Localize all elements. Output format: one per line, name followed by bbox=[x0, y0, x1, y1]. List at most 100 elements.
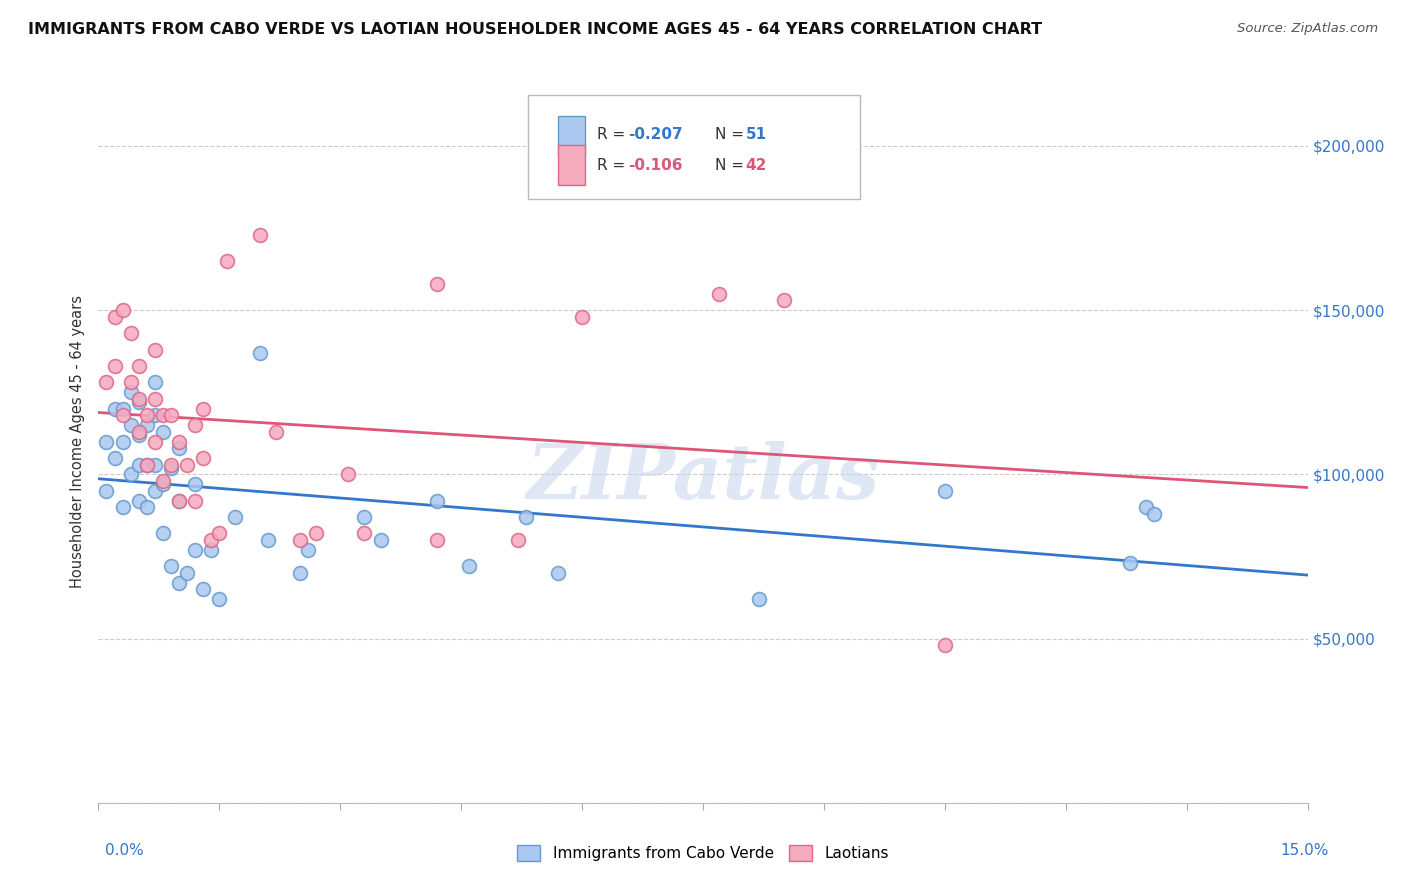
Point bbox=[184, 418, 207, 433]
Point bbox=[426, 533, 449, 547]
Text: 42: 42 bbox=[745, 158, 766, 173]
Point bbox=[111, 401, 134, 416]
Point bbox=[128, 458, 150, 472]
Point bbox=[96, 376, 118, 390]
Point bbox=[103, 450, 125, 465]
FancyBboxPatch shape bbox=[558, 116, 585, 156]
Point bbox=[120, 385, 142, 400]
Point bbox=[128, 359, 150, 373]
Point bbox=[193, 450, 215, 465]
Point bbox=[571, 310, 593, 324]
Legend: Immigrants from Cabo Verde, Laotians: Immigrants from Cabo Verde, Laotians bbox=[512, 839, 894, 867]
Point bbox=[120, 418, 142, 433]
Point bbox=[426, 277, 449, 291]
Point bbox=[111, 500, 134, 515]
Point bbox=[288, 566, 311, 580]
Point bbox=[120, 376, 142, 390]
Point bbox=[772, 293, 794, 308]
Point bbox=[152, 409, 174, 423]
Point bbox=[143, 392, 166, 406]
Point bbox=[160, 409, 183, 423]
Point bbox=[103, 359, 125, 373]
Point bbox=[135, 458, 157, 472]
Point bbox=[264, 425, 287, 439]
Text: N =: N = bbox=[716, 158, 749, 173]
Point bbox=[193, 582, 215, 597]
Point bbox=[167, 493, 190, 508]
Point bbox=[426, 493, 449, 508]
Point bbox=[152, 474, 174, 488]
Point bbox=[208, 592, 231, 607]
Point bbox=[128, 392, 150, 406]
Text: -0.207: -0.207 bbox=[628, 127, 683, 142]
Point bbox=[96, 483, 118, 498]
Point bbox=[143, 458, 166, 472]
Point bbox=[1119, 556, 1142, 570]
Point bbox=[152, 477, 174, 491]
Point bbox=[305, 526, 328, 541]
Point bbox=[135, 409, 157, 423]
Point bbox=[297, 542, 319, 557]
Point bbox=[184, 493, 207, 508]
Point bbox=[707, 286, 730, 301]
Point bbox=[353, 510, 375, 524]
Point bbox=[111, 434, 134, 449]
Point bbox=[208, 526, 231, 541]
Point bbox=[217, 253, 239, 268]
Point bbox=[160, 559, 183, 574]
Point bbox=[200, 533, 222, 547]
Point bbox=[167, 441, 190, 455]
Point bbox=[103, 310, 125, 324]
Point bbox=[135, 418, 157, 433]
Point bbox=[249, 346, 271, 360]
Point bbox=[256, 533, 278, 547]
Point bbox=[128, 493, 150, 508]
Text: R =: R = bbox=[596, 127, 630, 142]
Point bbox=[249, 227, 271, 242]
Point bbox=[167, 575, 190, 590]
Point bbox=[934, 483, 956, 498]
Point bbox=[128, 425, 150, 439]
Point bbox=[748, 592, 770, 607]
Point bbox=[103, 401, 125, 416]
FancyBboxPatch shape bbox=[527, 95, 860, 200]
Point bbox=[111, 303, 134, 318]
Point bbox=[193, 401, 215, 416]
Point bbox=[515, 510, 537, 524]
Point bbox=[96, 434, 118, 449]
Point bbox=[143, 343, 166, 357]
Point bbox=[128, 428, 150, 442]
Text: ZIPatlas: ZIPatlas bbox=[526, 441, 880, 515]
Point bbox=[160, 460, 183, 475]
Text: IMMIGRANTS FROM CABO VERDE VS LAOTIAN HOUSEHOLDER INCOME AGES 45 - 64 YEARS CORR: IMMIGRANTS FROM CABO VERDE VS LAOTIAN HO… bbox=[28, 22, 1042, 37]
Point bbox=[184, 477, 207, 491]
Text: 51: 51 bbox=[745, 127, 766, 142]
Point bbox=[143, 483, 166, 498]
Point bbox=[176, 458, 198, 472]
Point bbox=[167, 493, 190, 508]
Point bbox=[120, 326, 142, 341]
FancyBboxPatch shape bbox=[558, 145, 585, 185]
Point bbox=[337, 467, 360, 482]
Point bbox=[184, 542, 207, 557]
Point bbox=[143, 409, 166, 423]
Point bbox=[135, 458, 157, 472]
Point bbox=[1143, 507, 1166, 521]
Point bbox=[370, 533, 392, 547]
Point bbox=[176, 566, 198, 580]
Text: Source: ZipAtlas.com: Source: ZipAtlas.com bbox=[1237, 22, 1378, 36]
Point bbox=[288, 533, 311, 547]
Point bbox=[353, 526, 375, 541]
Point bbox=[111, 409, 134, 423]
Point bbox=[128, 395, 150, 409]
Point bbox=[143, 376, 166, 390]
Text: -0.106: -0.106 bbox=[628, 158, 682, 173]
Point bbox=[506, 533, 529, 547]
Point bbox=[135, 500, 157, 515]
Text: 15.0%: 15.0% bbox=[1281, 843, 1329, 858]
Point bbox=[143, 434, 166, 449]
Point bbox=[1135, 500, 1157, 515]
Point bbox=[200, 542, 222, 557]
Point bbox=[934, 638, 956, 652]
Point bbox=[160, 458, 183, 472]
